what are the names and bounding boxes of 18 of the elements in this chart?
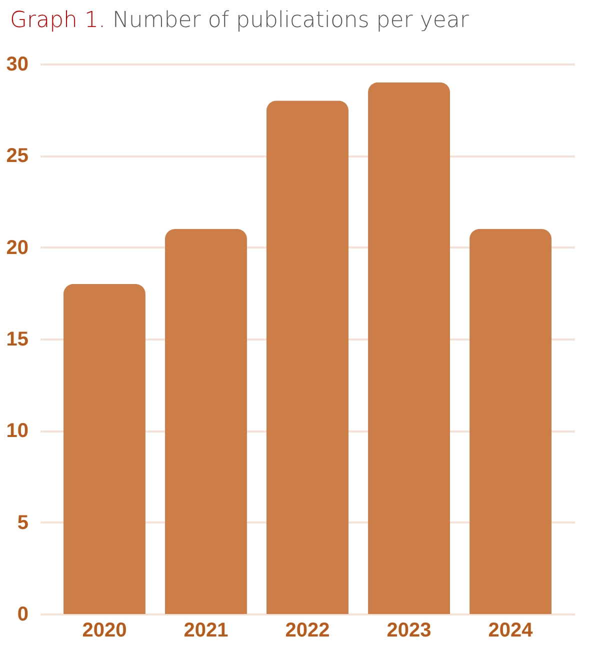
bar	[368, 82, 450, 614]
chart-title: Graph 1. Number of publications per year	[10, 8, 469, 33]
bar	[63, 284, 146, 614]
y-tick-label: 0	[17, 604, 28, 626]
x-tick-label: 2021	[184, 620, 228, 642]
x-tick-label: 2024	[488, 620, 534, 642]
y-tick-label: 15	[6, 328, 28, 350]
x-tick-label: 2023	[386, 620, 432, 642]
bar	[164, 229, 247, 614]
y-tick-label: 5	[17, 512, 28, 534]
y-tick-label: 30	[6, 54, 28, 76]
x-tick-label: 2020	[82, 620, 127, 642]
bar	[266, 100, 348, 614]
y-tick-label: 25	[6, 145, 28, 168]
y-tick-label: 10	[6, 420, 28, 442]
x-tick-label: 2022	[285, 620, 330, 642]
y-tick-label: 20	[6, 236, 28, 259]
bar	[470, 229, 552, 614]
